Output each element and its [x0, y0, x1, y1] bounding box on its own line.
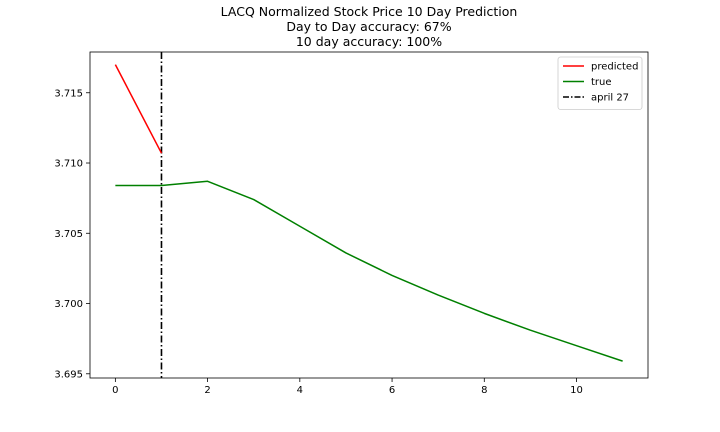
y-tick-label: 3.705: [54, 229, 83, 240]
x-tick-label: 2: [204, 385, 210, 396]
legend-label: true: [591, 77, 612, 88]
plot-border: [89, 51, 649, 379]
y-tick-label: 3.715: [54, 88, 83, 99]
legend-label: april 27: [591, 93, 629, 104]
x-tick-label: 0: [112, 385, 118, 396]
plot-frame: [89, 51, 649, 379]
y-tick-label: 3.695: [54, 369, 83, 380]
plot-axes: 0 2 4 6 8 10 3.695 3.700 3.705 3.710 3.715: [54, 88, 583, 396]
title-line-2: 10 day accuracy: 100%: [296, 34, 442, 49]
x-tick-label: 10: [570, 385, 583, 396]
series-line-predicted: [114, 64, 163, 154]
title-line-0: LACQ Normalized Stock Price 10 Day Predi…: [221, 4, 518, 19]
y-tick-label: 3.710: [54, 159, 83, 170]
series-line-true: [115, 180, 623, 362]
title-line-1: Day to Day accuracy: 67%: [286, 19, 451, 34]
legend: predicted true april 27: [557, 56, 643, 110]
data-series: [114, 64, 623, 362]
legend-label: predicted: [591, 62, 638, 73]
x-tick-label: 6: [389, 385, 395, 396]
y-tick-label: 3.700: [54, 299, 83, 310]
x-tick-label: 4: [297, 385, 303, 396]
chart-title: LACQ Normalized Stock Price 10 Day Predi…: [221, 4, 518, 49]
x-tick-label: 8: [481, 385, 487, 396]
